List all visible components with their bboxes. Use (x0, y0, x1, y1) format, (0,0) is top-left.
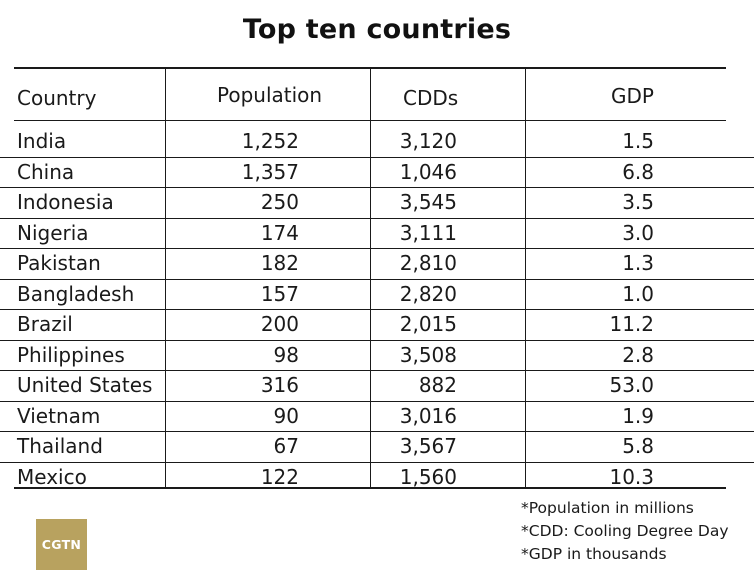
cell-country: United States (17, 373, 153, 397)
table-row: Mexico 122 1,560 10.3 (0, 463, 754, 493)
table-row: Bangladesh 157 2,820 1.0 (0, 280, 754, 310)
cell-gdp: 53.0 (609, 373, 654, 397)
cell-population: 200 (260, 312, 299, 336)
cell-country: Nigeria (17, 220, 89, 245)
cell-population: 90 (273, 403, 299, 428)
cell-gdp: 1.0 (622, 281, 654, 306)
cell-gdp: 1.3 (622, 251, 654, 275)
footnotes: *Population in millions *CDD: Cooling De… (521, 497, 729, 566)
table-row: Brazil 200 2,015 11.2 (0, 310, 754, 341)
cell-country: Pakistan (17, 251, 101, 275)
table-body: India 1,252 3,120 1.5 China 1,357 1,046 6.8 Indo… (0, 127, 754, 492)
cell-population: 1,252 (241, 129, 299, 153)
table-row: United States 316 882 53.0 (0, 371, 754, 402)
cell-gdp: 6.8 (622, 159, 654, 184)
cell-population: 1,357 (241, 159, 299, 184)
cell-country: Bangladesh (17, 281, 135, 306)
cell-country: Philippines (17, 342, 125, 367)
table-row: China 1,357 1,046 6.8 (0, 158, 754, 188)
column-divider-cdds (525, 69, 526, 488)
cell-population: 122 (260, 464, 299, 489)
header-population: Population (217, 83, 323, 107)
footnote-population: *Population in millions (521, 499, 694, 517)
cell-cdds: 3,545 (399, 190, 457, 214)
cell-cdds: 3,567 (399, 434, 457, 458)
table-row: Pakistan 182 2,810 1.3 (0, 249, 754, 280)
cell-population: 174 (260, 220, 299, 245)
cell-country: Indonesia (17, 190, 114, 214)
column-divider-population (370, 69, 371, 488)
table-bottom-rule (14, 487, 726, 489)
cell-gdp: 5.8 (622, 434, 654, 458)
cell-gdp: 1.9 (622, 403, 654, 428)
table-row: Indonesia 250 3,545 3.5 (0, 188, 754, 219)
cell-cdds: 3,111 (399, 220, 457, 245)
table-row: India 1,252 3,120 1.5 (0, 127, 754, 158)
table-row: Vietnam 90 3,016 1.9 (0, 402, 754, 432)
cell-gdp: 3.5 (622, 190, 654, 214)
cell-population: 98 (273, 342, 299, 367)
cgtn-logo: CGTN (36, 519, 87, 570)
cell-cdds: 1,046 (399, 159, 457, 184)
cell-cdds: 2,820 (399, 281, 457, 306)
cell-population: 182 (260, 251, 299, 275)
header-cdds: CDDs (403, 86, 459, 110)
table-row: Philippines 98 3,508 2.8 (0, 341, 754, 371)
cell-cdds: 2,015 (399, 312, 457, 336)
cell-cdds: 3,016 (399, 403, 457, 428)
cell-country: Brazil (17, 312, 73, 336)
cell-cdds: 1,560 (399, 464, 457, 489)
cell-population: 250 (260, 190, 299, 214)
footnote-cdd: *CDD: Cooling Degree Day (521, 522, 729, 540)
table-row: Thailand 67 3,567 5.8 (0, 432, 754, 463)
cell-country: Thailand (17, 434, 103, 458)
cell-cdds: 3,120 (399, 129, 457, 153)
page-title: Top ten countries (242, 14, 512, 45)
cell-country: China (17, 159, 75, 184)
cell-population: 316 (260, 373, 299, 397)
cell-gdp: 2.8 (622, 342, 654, 367)
cell-cdds: 2,810 (399, 251, 457, 275)
cell-gdp: 10.3 (609, 464, 654, 489)
header-gdp: GDP (611, 84, 654, 108)
cell-gdp: 11.2 (609, 312, 654, 336)
cell-cdds: 3,508 (399, 342, 457, 367)
cell-country: Mexico (17, 464, 87, 489)
header-country: Country (17, 86, 97, 110)
cell-population: 67 (273, 434, 299, 458)
table-row: Nigeria 174 3,111 3.0 (0, 219, 754, 249)
cell-population: 157 (260, 281, 299, 306)
cell-gdp: 1.5 (622, 129, 654, 153)
footnote-gdp: *GDP in thousands (521, 545, 667, 563)
cell-gdp: 3.0 (622, 220, 654, 245)
cell-cdds: 882 (418, 373, 457, 397)
column-divider-country (165, 69, 166, 488)
cell-country: India (17, 129, 67, 153)
table-top-rule (14, 67, 726, 69)
cell-country: Vietnam (17, 403, 101, 428)
